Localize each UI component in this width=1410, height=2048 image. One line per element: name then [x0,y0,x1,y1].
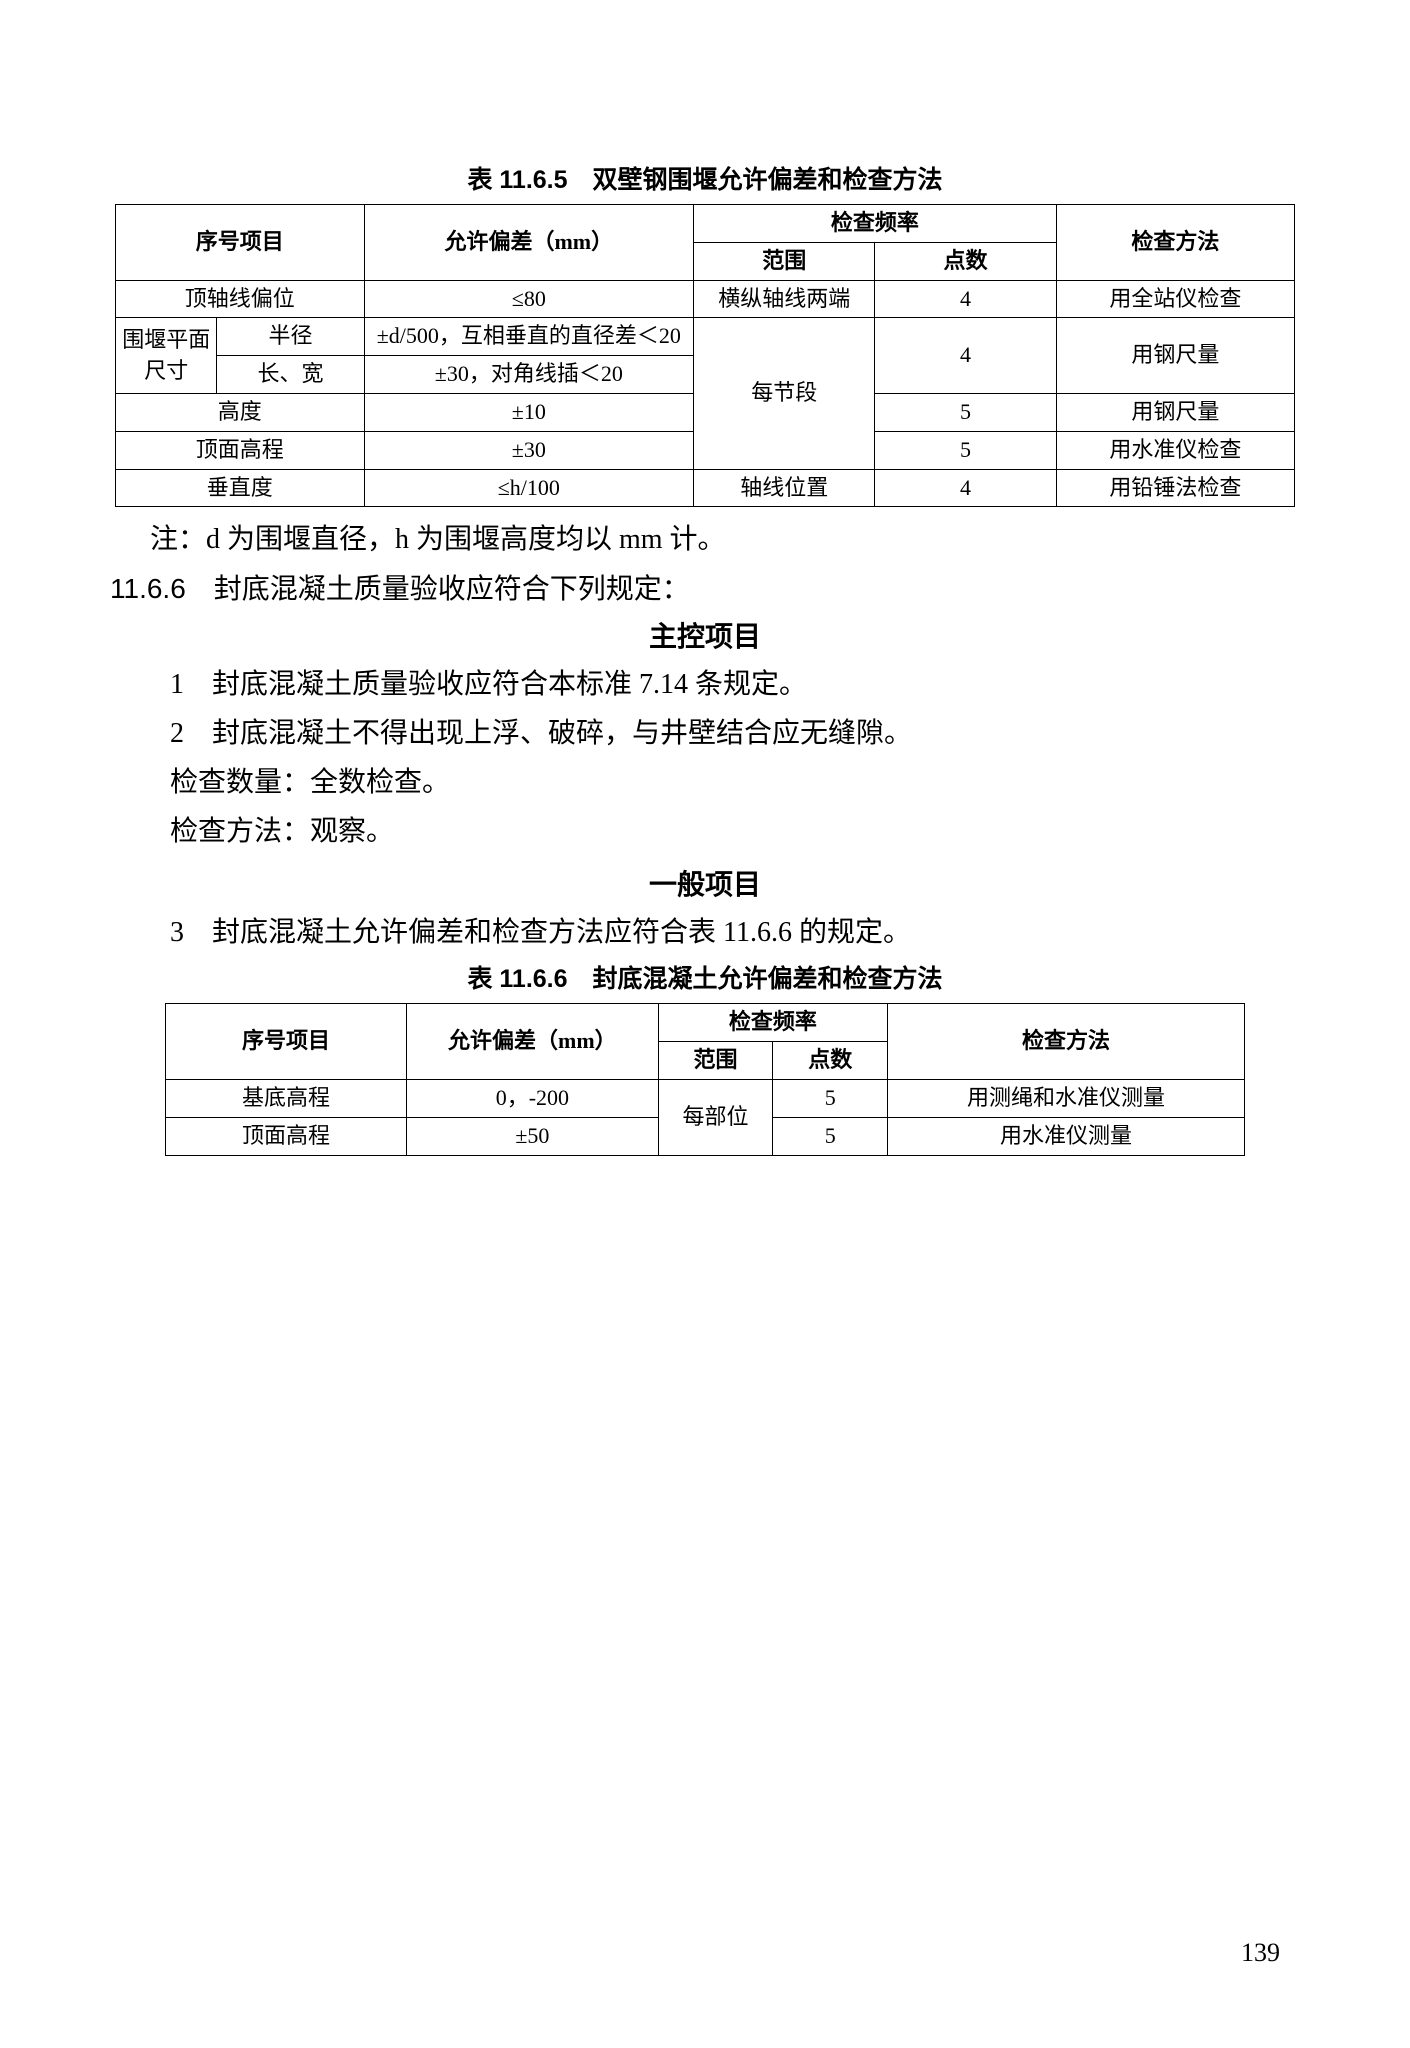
t1-r2a-tol: ±d/500，互相垂直的直径差＜20 [364,318,694,356]
page: 表 11.6.5 双壁钢围堰允许偏差和检查方法 序号项目 允许偏差（mm） 检查… [0,0,1410,1236]
t2-r2-item: 顶面高程 [166,1117,407,1155]
table2-caption: 表 11.6.6 封底混凝土允许偏差和检查方法 [110,959,1300,995]
t1-r3-points: 5 [875,393,1056,431]
t1-r4-method: 用水准仪检查 [1056,431,1294,469]
t1-r2b-item: 长、宽 [217,356,364,394]
para-check-method: 检查方法：观察。 [170,810,1300,855]
t1-r2-range: 每节段 [694,318,875,469]
table2: 序号项目 允许偏差（mm） 检查频率 检查方法 范围 点数 基底高程 0，-20… [165,1003,1245,1155]
t1-r5-range: 轴线位置 [694,469,875,507]
general-items-title: 一般项目 [110,863,1300,903]
t1-r3-method: 用钢尺量 [1056,393,1294,431]
t2-r2-method: 用水准仪测量 [888,1117,1245,1155]
para-3: 3 封底混凝土允许偏差和检查方法应符合表 11.6.6 的规定。 [170,911,1300,956]
t2-r1-points: 5 [773,1079,888,1117]
t2-th-freq: 检查频率 [658,1004,887,1042]
th-points: 点数 [875,242,1056,280]
th-range: 范围 [694,242,875,280]
t2-r2-points: 5 [773,1117,888,1155]
t1-r1-method: 用全站仪检查 [1056,280,1294,318]
t2-r1-method: 用测绳和水准仪测量 [888,1079,1245,1117]
t1-r5-tol: ≤h/100 [364,469,694,507]
t1-r5-points: 4 [875,469,1056,507]
t2-th-range: 范围 [658,1042,773,1080]
t1-r5-method: 用铅锤法检查 [1056,469,1294,507]
t1-r4-points: 5 [875,431,1056,469]
t2-th-serial-item: 序号项目 [166,1004,407,1080]
t1-r2-group: 围堰平面尺寸 [116,318,217,394]
t1-r2a-item: 半径 [217,318,364,356]
t1-r4-item: 顶面高程 [116,431,365,469]
t2-th-points: 点数 [773,1042,888,1080]
para-1: 1 封底混凝土质量验收应符合本标准 7.14 条规定。 [170,663,1300,708]
th-tolerance: 允许偏差（mm） [364,205,694,281]
t1-r2b-tol: ±30，对角线插＜20 [364,356,694,394]
table1-note: 注：d 为围堰直径，h 为围堰高度均以 mm 计。 [150,517,1300,557]
t1-r4-tol: ±30 [364,431,694,469]
section-11-6-6: 11.6.6 封底混凝土质量验收应符合下列规定： [110,567,1300,607]
table1: 序号项目 允许偏差（mm） 检查频率 检查方法 范围 点数 顶轴线偏位 ≤80 … [115,204,1295,507]
t1-r2-points: 4 [875,318,1056,394]
t2-r2-tol: ±50 [407,1117,659,1155]
t1-r3-tol: ±10 [364,393,694,431]
t2-th-method: 检查方法 [888,1004,1245,1080]
t1-r5-item: 垂直度 [116,469,365,507]
t1-r3-item: 高度 [116,393,365,431]
t2-range-shared: 每部位 [658,1079,773,1155]
t2-r1-tol: 0，-200 [407,1079,659,1117]
t1-r2-method: 用钢尺量 [1056,318,1294,394]
th-serial-item: 序号项目 [116,205,365,281]
t1-r1-item: 顶轴线偏位 [116,280,365,318]
th-method: 检查方法 [1056,205,1294,281]
th-freq: 检查频率 [694,205,1057,243]
t1-r1-range: 横纵轴线两端 [694,280,875,318]
para-check-qty: 检查数量：全数检查。 [170,761,1300,806]
t1-r1-points: 4 [875,280,1056,318]
t2-r1-item: 基底高程 [166,1079,407,1117]
para-2: 2 封底混凝土不得出现上浮、破碎，与井壁结合应无缝隙。 [170,712,1300,757]
table1-caption: 表 11.6.5 双壁钢围堰允许偏差和检查方法 [110,160,1300,196]
t2-th-tolerance: 允许偏差（mm） [407,1004,659,1080]
t1-r1-tol: ≤80 [364,280,694,318]
page-number: 139 [1241,1938,1280,1968]
main-items-title: 主控项目 [110,615,1300,655]
